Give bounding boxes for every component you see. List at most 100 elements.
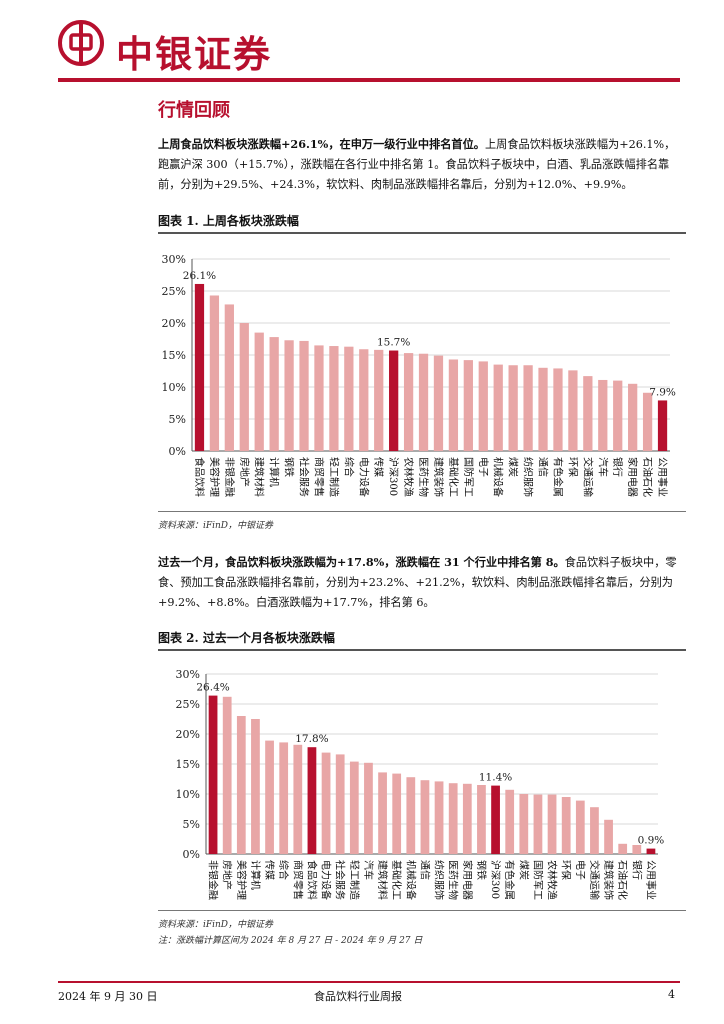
category-label: 环保 xyxy=(560,860,573,880)
category-label: 电力设备 xyxy=(320,860,333,900)
y-tick-label: 25% xyxy=(176,698,200,711)
category-label: 有色金属 xyxy=(503,860,516,900)
data-label: 26.4% xyxy=(196,682,229,694)
category-label: 美容护理 xyxy=(235,860,248,900)
category-label: 公用事业 xyxy=(656,457,669,497)
bar xyxy=(321,752,331,854)
bar xyxy=(239,323,249,451)
bar xyxy=(448,359,459,451)
category-label: 房地产 xyxy=(238,457,251,487)
category-label: 交通运输 xyxy=(588,860,601,900)
bar xyxy=(265,740,274,854)
category-label: 传媒 xyxy=(372,457,384,477)
y-tick-label: 10% xyxy=(162,381,186,394)
category-label: 美容护理 xyxy=(208,457,221,497)
category-label: 医药生物 xyxy=(417,457,430,497)
bar xyxy=(657,400,668,451)
bar xyxy=(568,370,578,451)
bar xyxy=(418,353,429,451)
bar xyxy=(523,365,533,451)
y-tick-label: 25% xyxy=(162,285,186,298)
category-label: 交通运输 xyxy=(581,457,594,497)
bar xyxy=(618,843,628,854)
data-label: 17.8% xyxy=(295,733,328,745)
bar xyxy=(604,819,613,854)
bank-of-china-logo-icon xyxy=(58,20,104,66)
category-label: 电力设备 xyxy=(357,457,370,497)
category-label: 石油石化 xyxy=(641,457,654,497)
y-tick-label: 15% xyxy=(176,758,200,771)
bar xyxy=(224,304,234,451)
category-label: 汽车 xyxy=(596,457,609,477)
category-label: 通信 xyxy=(537,457,549,477)
section-title: 行情回顾 xyxy=(158,100,230,121)
category-label: 电子 xyxy=(574,860,587,880)
bar xyxy=(403,353,414,451)
bar xyxy=(463,360,473,451)
category-label: 商贸零售 xyxy=(291,860,304,900)
figure2-frame: 0% 5% 10% 15% 20% 25% 30% 26.4% 非银金融 房地产 美容护理 计算机 传媒… xyxy=(158,649,686,911)
bar xyxy=(378,772,387,854)
bar xyxy=(194,283,205,451)
category-label: 商贸零售 xyxy=(312,457,325,497)
bar xyxy=(646,848,656,854)
bar xyxy=(598,379,608,451)
y-tick-label: 0% xyxy=(169,445,186,458)
bar xyxy=(505,789,515,854)
figure1-frame: 0% 5% 10% 15% 20% 25% 30% 26.1% 食品饮料 美容护理 非银金融 房地产建… xyxy=(158,232,686,512)
category-label: 国防军工 xyxy=(531,860,544,900)
category-label: 有色金属 xyxy=(551,457,564,497)
bar xyxy=(314,345,324,451)
y-tick-label: 30% xyxy=(162,253,186,266)
data-label: 15.7% xyxy=(377,337,410,349)
category-label: 轻工制造 xyxy=(348,860,361,900)
bar xyxy=(533,794,543,854)
category-label: 钢铁 xyxy=(475,860,488,880)
category-label: 纺织服饰 xyxy=(522,457,535,497)
bar xyxy=(335,754,345,854)
bar xyxy=(349,761,359,854)
bar xyxy=(508,365,518,451)
footer-date: 2024 年 9 月 30 日 xyxy=(58,990,158,1003)
y-tick-label: 30% xyxy=(176,668,200,681)
category-label: 建筑装饰 xyxy=(602,860,615,900)
data-label: 11.4% xyxy=(479,772,512,784)
category-label: 煤炭 xyxy=(507,457,520,477)
bar xyxy=(209,295,220,451)
category-label: 轻工制造 xyxy=(327,457,340,497)
figure2-note: 注：涨跌幅计算区间为 2024 年 8 月 27 日 - 2024 年 9 月 … xyxy=(158,936,423,946)
y-tick-label: 5% xyxy=(183,818,200,831)
bar xyxy=(434,781,444,854)
bar xyxy=(406,777,416,854)
y-tick-label: 20% xyxy=(162,317,186,330)
bar xyxy=(538,367,548,451)
bar xyxy=(222,696,232,854)
footer-page-number: 4 xyxy=(668,988,675,1001)
bar xyxy=(448,783,458,854)
y-tick-label: 15% xyxy=(162,349,186,362)
category-label: 机械设备 xyxy=(404,860,417,900)
category-label: 综合 xyxy=(277,860,290,880)
bar xyxy=(519,794,529,854)
bar xyxy=(236,716,246,854)
category-label: 环保 xyxy=(566,457,579,477)
category-label: 电子 xyxy=(477,457,490,477)
y-tick-label: 0% xyxy=(183,848,200,861)
paragraph-weekly-lead: 上周食品饮料板块涨跌幅+26.1%，在申万一级行业中排名首位。 xyxy=(158,137,485,151)
category-label: 建筑材料 xyxy=(376,860,389,900)
category-label: 建筑材料 xyxy=(253,457,266,497)
bar xyxy=(392,773,402,854)
bar xyxy=(344,346,354,451)
bar xyxy=(359,349,369,451)
category-label: 农林牧渔 xyxy=(546,860,559,900)
bar xyxy=(284,340,294,451)
bar xyxy=(493,364,503,451)
category-label: 计算机 xyxy=(249,860,262,890)
paragraph-weekly-review: 上周食品饮料板块涨跌幅+26.1%，在申万一级行业中排名首位。上周食品饮料板块涨… xyxy=(158,134,686,195)
bar xyxy=(374,349,384,451)
category-label: 纺织服饰 xyxy=(433,860,446,900)
category-label: 综合 xyxy=(342,457,355,477)
category-label: 家用电器 xyxy=(461,860,474,900)
category-label: 建筑装饰 xyxy=(432,457,445,497)
figure2-chart: 0% 5% 10% 15% 20% 25% 30%26.4% 非银金融 房地产 美容护理 计算机 传媒… xyxy=(176,668,665,900)
